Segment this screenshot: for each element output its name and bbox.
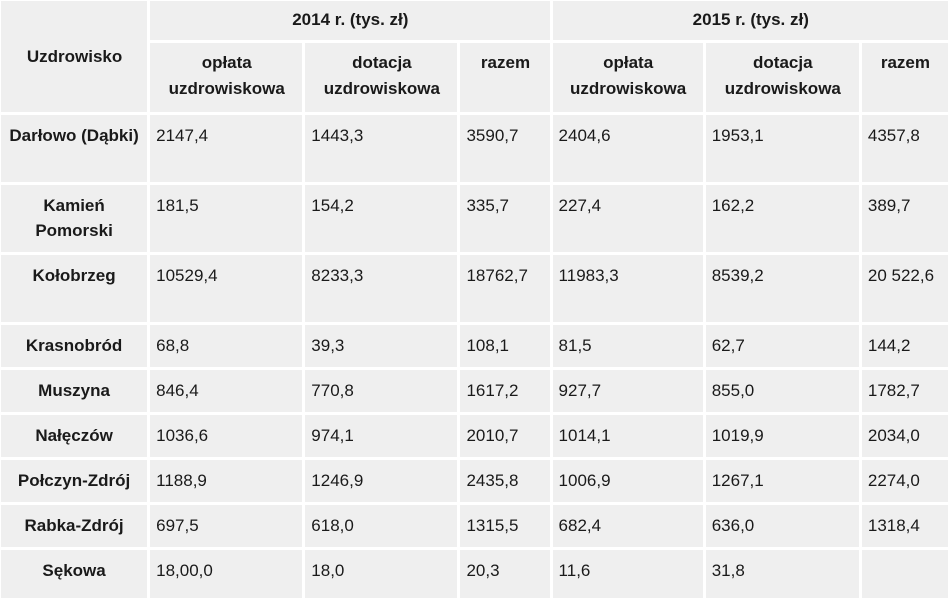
spa-name-cell: Rabka-Zdrój (1, 505, 148, 547)
table-row: Kamień Pomorski 181,5 154,2 335,7 227,4 … (1, 185, 948, 252)
table-row: Muszyna 846,4 770,8 1617,2 927,7 855,0 1… (1, 370, 948, 412)
table-cell: 1318,4 (861, 505, 948, 547)
spa-name-cell: Kamień Pomorski (1, 185, 148, 252)
table-cell: 1617,2 (460, 370, 550, 412)
table-cell: 11,6 (552, 550, 703, 598)
table-cell: 846,4 (150, 370, 303, 412)
table-cell: 974,1 (305, 415, 458, 457)
table-cell: 1188,9 (150, 460, 303, 502)
spa-name-cell: Nałęczów (1, 415, 148, 457)
table-cell: 1014,1 (552, 415, 703, 457)
table-cell: 68,8 (150, 325, 303, 367)
table-cell: 1443,3 (305, 115, 458, 182)
table-cell: 39,3 (305, 325, 458, 367)
table-cell: 2274,0 (861, 460, 948, 502)
column-header-fee-2014: opłata uzdrowiskowa (150, 43, 303, 112)
table-cell: 770,8 (305, 370, 458, 412)
table-cell: 8539,2 (705, 255, 859, 322)
table-row: Rabka-Zdrój 697,5 618,0 1315,5 682,4 636… (1, 505, 948, 547)
table-cell: 2034,0 (861, 415, 948, 457)
table-cell: 2010,7 (460, 415, 550, 457)
header-row-years: Uzdrowisko 2014 r. (tys. zł) 2015 r. (ty… (1, 1, 948, 112)
table-cell: 2147,4 (150, 115, 303, 182)
table-cell: 682,4 (552, 505, 703, 547)
column-header-year-2014: 2014 r. (tys. zł) (150, 1, 550, 40)
column-header-spa: Uzdrowisko (1, 1, 148, 112)
table-row: Darłowo (Dąbki) 2147,4 1443,3 3590,7 240… (1, 115, 948, 182)
table-cell: 1246,9 (305, 460, 458, 502)
table-cell: 10529,4 (150, 255, 303, 322)
column-header-total-2015: razem (861, 43, 948, 112)
table-row: Nałęczów 1036,6 974,1 2010,7 1014,1 1019… (1, 415, 948, 457)
table-cell: 144,2 (861, 325, 948, 367)
table-row: Krasnobród 68,8 39,3 108,1 81,5 62,7 144… (1, 325, 948, 367)
table-row: Połczyn-Zdrój 1188,9 1246,9 2435,8 1006,… (1, 460, 948, 502)
table-cell: 697,5 (150, 505, 303, 547)
table-cell: 181,5 (150, 185, 303, 252)
table-cell: 18,00,0 (150, 550, 303, 598)
table-cell: 1315,5 (460, 505, 550, 547)
spa-name-cell: Kołobrzeg (1, 255, 148, 322)
table-cell: 389,7 (861, 185, 948, 252)
spa-name-cell: Darłowo (Dąbki) (1, 115, 148, 182)
column-header-fee-2015: opłata uzdrowiskowa (552, 43, 703, 112)
table-cell: 1782,7 (861, 370, 948, 412)
table-cell: 1953,1 (705, 115, 859, 182)
table-cell: 2404,6 (552, 115, 703, 182)
table-cell: 1267,1 (705, 460, 859, 502)
table-cell: 1019,9 (705, 415, 859, 457)
table-cell: 335,7 (460, 185, 550, 252)
table-cell: 1036,6 (150, 415, 303, 457)
table-cell: 154,2 (305, 185, 458, 252)
table-cell: 227,4 (552, 185, 703, 252)
table-cell: 618,0 (305, 505, 458, 547)
table-cell: 20 522,6 (861, 255, 948, 322)
table-cell: 2435,8 (460, 460, 550, 502)
table-cell: 855,0 (705, 370, 859, 412)
table-cell: 4357,8 (861, 115, 948, 182)
table-cell: 62,7 (705, 325, 859, 367)
table-cell: 31,8 (705, 550, 859, 598)
table-cell: 636,0 (705, 505, 859, 547)
column-header-year-2015: 2015 r. (tys. zł) (552, 1, 948, 40)
table-cell: 18,0 (305, 550, 458, 598)
table-cell: 162,2 (705, 185, 859, 252)
table-cell: 108,1 (460, 325, 550, 367)
column-header-total-2014: razem (460, 43, 550, 112)
column-header-subsidy-2015: dotacja uzdrowiskowa (705, 43, 859, 112)
table-cell: 81,5 (552, 325, 703, 367)
table-cell: 1006,9 (552, 460, 703, 502)
table-cell: 3590,7 (460, 115, 550, 182)
table-row: Kołobrzeg 10529,4 8233,3 18762,7 11983,3… (1, 255, 948, 322)
table-cell: 8233,3 (305, 255, 458, 322)
column-header-subsidy-2014: dotacja uzdrowiskowa (305, 43, 458, 112)
table-cell: 927,7 (552, 370, 703, 412)
header-row-subcolumns: opłata uzdrowiskowa dotacja uzdrowiskowa… (1, 43, 948, 112)
spa-name-cell: Krasnobród (1, 325, 148, 367)
spa-name-cell: Muszyna (1, 370, 148, 412)
spa-name-cell: Połczyn-Zdrój (1, 460, 148, 502)
table-cell: 11983,3 (552, 255, 703, 322)
table-row: Sękowa 18,00,0 18,0 20,3 11,6 31,8 (1, 550, 948, 598)
table-cell (861, 550, 948, 598)
table-cell: 20,3 (460, 550, 550, 598)
spa-name-cell: Sękowa (1, 550, 148, 598)
table-cell: 18762,7 (460, 255, 550, 322)
